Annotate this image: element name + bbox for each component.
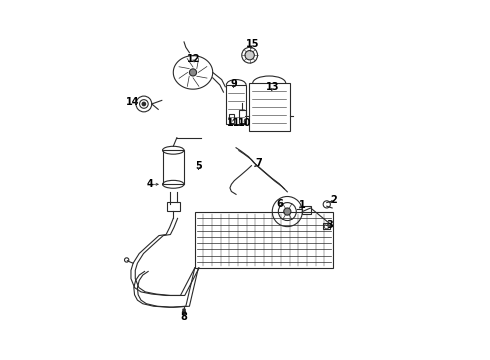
Text: 6: 6 bbox=[277, 199, 284, 210]
Bar bbox=[195, 212, 333, 268]
Text: 12: 12 bbox=[187, 54, 201, 64]
Circle shape bbox=[142, 102, 146, 106]
Text: 15: 15 bbox=[246, 40, 260, 49]
Bar bbox=[239, 110, 245, 123]
Text: 1: 1 bbox=[299, 200, 306, 210]
Circle shape bbox=[190, 69, 196, 76]
Text: 10: 10 bbox=[238, 118, 252, 128]
Bar bbox=[302, 206, 311, 214]
Text: 2: 2 bbox=[331, 195, 337, 205]
Circle shape bbox=[284, 208, 291, 215]
Text: 11: 11 bbox=[227, 118, 240, 128]
Text: 7: 7 bbox=[255, 158, 262, 168]
Bar bbox=[167, 202, 180, 211]
Text: 14: 14 bbox=[126, 97, 140, 107]
Text: 9: 9 bbox=[230, 79, 237, 89]
FancyArrow shape bbox=[182, 309, 186, 315]
Bar bbox=[323, 223, 330, 229]
Bar bbox=[226, 85, 246, 125]
Text: 8: 8 bbox=[181, 312, 188, 322]
Text: 13: 13 bbox=[266, 82, 280, 93]
Text: 5: 5 bbox=[195, 161, 202, 171]
Text: 4: 4 bbox=[147, 179, 153, 189]
Bar bbox=[163, 150, 184, 184]
Circle shape bbox=[245, 50, 254, 60]
Text: 3: 3 bbox=[326, 220, 333, 230]
Bar bbox=[229, 114, 234, 123]
Bar bbox=[248, 83, 290, 131]
